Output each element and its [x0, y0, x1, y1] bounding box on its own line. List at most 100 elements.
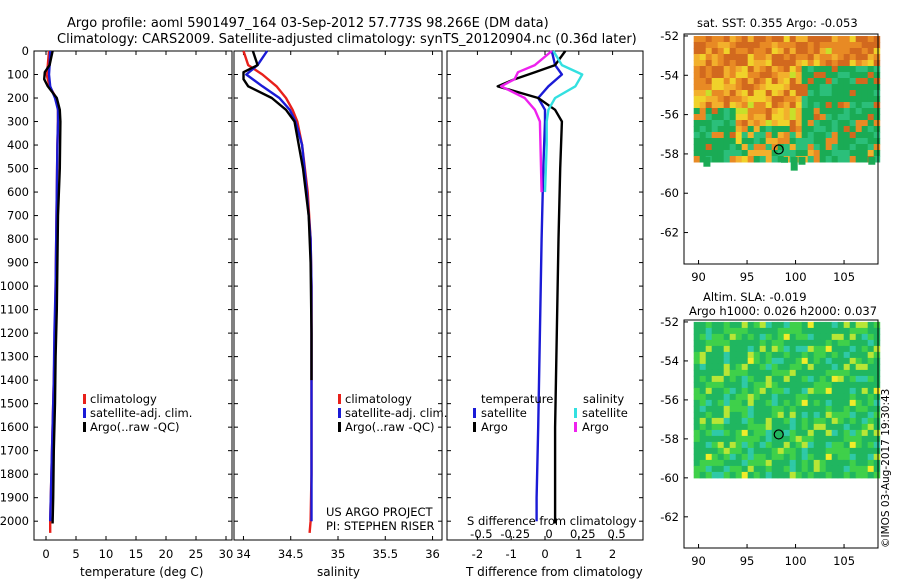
map-cell — [765, 132, 773, 139]
map-cell — [789, 423, 797, 431]
map-cell — [729, 339, 737, 347]
map-cell — [813, 351, 821, 359]
map-cell — [693, 459, 701, 467]
map-cell — [801, 471, 809, 479]
depth-tick-label: 1100 — [0, 303, 29, 317]
map-cell — [735, 96, 743, 103]
map-cell — [759, 36, 767, 43]
legend-swatch-sal-argo — [574, 422, 577, 432]
map-cell — [705, 453, 713, 461]
map-cell — [771, 78, 779, 85]
map-cell — [753, 102, 761, 109]
map-cell — [837, 114, 845, 121]
map-cell — [831, 465, 839, 473]
map-cell — [729, 96, 737, 103]
map-cell — [855, 114, 863, 121]
map-cell — [861, 36, 869, 43]
map-cell — [741, 132, 749, 139]
map-cell — [819, 363, 827, 371]
map-cell — [861, 96, 869, 103]
map-cell — [729, 42, 737, 49]
map-cell — [777, 339, 785, 347]
map-cell — [783, 423, 791, 431]
map-cell — [831, 327, 839, 335]
difference-legend: temperature salinity satellite Argo sate… — [473, 392, 628, 434]
map-cell — [753, 345, 761, 353]
t-difference-xlabel: T difference from climatology — [465, 565, 643, 579]
map-cell — [693, 66, 701, 73]
map-cell — [741, 66, 749, 73]
map-cell — [723, 369, 731, 377]
map-cell — [783, 102, 791, 109]
map-cell — [849, 399, 857, 407]
map-cell — [819, 381, 827, 389]
map-cell — [813, 417, 821, 425]
map-cell — [741, 150, 749, 157]
map-cell — [861, 327, 869, 335]
map-cell — [783, 90, 791, 97]
x-tick-label: 2 — [609, 547, 616, 561]
map-cell — [801, 375, 809, 383]
map-cell — [723, 126, 731, 133]
map-cell — [861, 441, 869, 449]
map-cell — [813, 327, 821, 335]
map-cell — [831, 441, 839, 449]
map-cell — [693, 108, 701, 115]
map-cell — [747, 471, 755, 479]
map-cell — [693, 132, 701, 139]
map-cell — [693, 327, 701, 335]
map-cell — [735, 399, 743, 407]
map-cell — [843, 96, 851, 103]
map-cell — [705, 132, 713, 139]
map-cell — [747, 156, 755, 163]
argo-position-marker — [773, 429, 784, 440]
map-cell — [825, 441, 833, 449]
map-cell — [747, 36, 755, 43]
map-cell — [759, 90, 767, 97]
map-cell — [819, 72, 827, 79]
map-cell — [825, 381, 833, 389]
map-cell — [783, 441, 791, 449]
legend-label: climatology — [90, 392, 157, 406]
map-cell — [849, 60, 857, 67]
map-cell — [753, 357, 761, 365]
map-cell — [789, 36, 797, 43]
sla-map-frame — [683, 319, 879, 549]
map-cell — [777, 48, 785, 55]
map-cell — [783, 144, 791, 151]
map-cell — [825, 327, 833, 335]
map-cell — [849, 369, 857, 377]
map-cell — [771, 327, 779, 335]
map-cell — [783, 333, 791, 341]
map-cell — [753, 459, 761, 467]
series-line-salinity-argo — [499, 50, 553, 193]
project-label: US ARGO PROJECT — [326, 505, 434, 519]
map-cell — [795, 381, 803, 389]
map-cell — [813, 114, 821, 121]
map-cell — [711, 36, 719, 43]
map-cell — [741, 387, 749, 395]
map-cell — [735, 357, 743, 365]
map-cell — [693, 405, 701, 413]
map-cell — [717, 42, 725, 49]
map-cell — [717, 66, 725, 73]
map-cell — [699, 405, 707, 413]
map-cell — [723, 363, 731, 371]
map-cell — [837, 96, 845, 103]
map-cell — [723, 429, 731, 437]
map-cell — [759, 72, 767, 79]
map-cell — [765, 60, 773, 67]
map-cell — [765, 453, 773, 461]
map-cell — [795, 150, 803, 157]
map-cell — [771, 66, 779, 73]
map-cell — [831, 78, 839, 85]
map-cell — [705, 60, 713, 67]
map-cell — [867, 399, 875, 407]
map-cell — [789, 132, 797, 139]
map-cell — [819, 471, 827, 479]
map-cell — [723, 66, 731, 73]
map-cell — [741, 321, 749, 329]
map-cell — [717, 351, 725, 359]
map-cell — [753, 72, 761, 79]
map-cell — [873, 345, 881, 353]
